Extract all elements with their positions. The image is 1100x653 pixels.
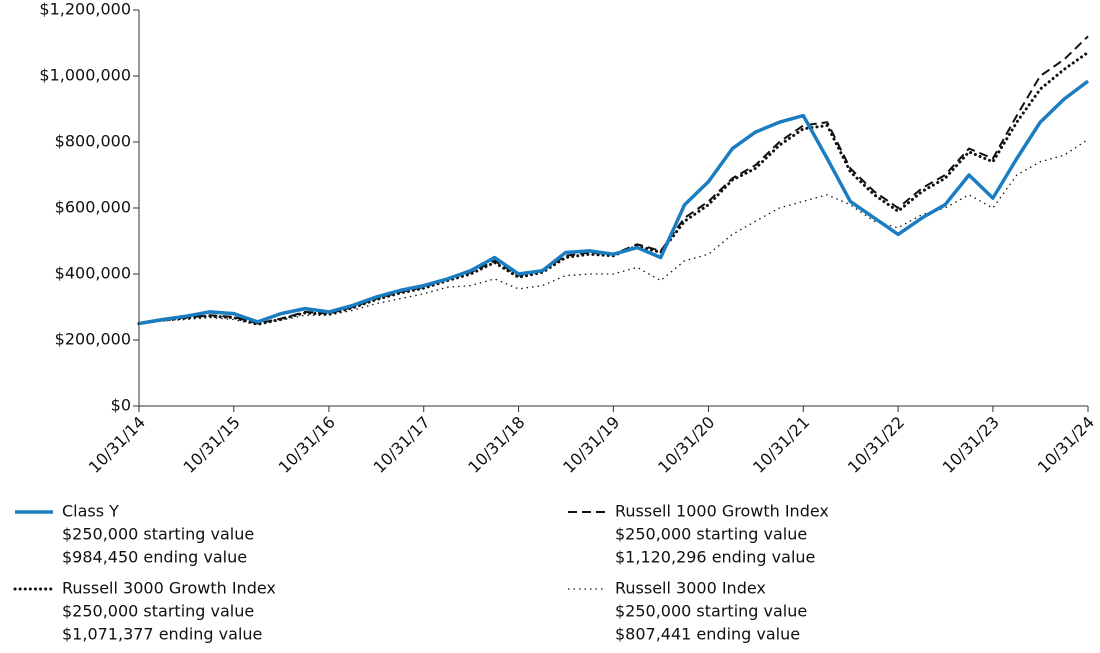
- legend-note: $807,441 ending value: [615, 625, 800, 644]
- y-tick-label: $0: [111, 396, 131, 415]
- legend-label: Class Y: [62, 502, 119, 521]
- x-tick-label: 10/31/19: [559, 413, 623, 477]
- series-line: [138, 35, 1089, 325]
- x-tick-label: 10/31/15: [180, 413, 244, 477]
- legend-note: $984,450 ending value: [62, 548, 247, 567]
- series-line: [138, 138, 1089, 326]
- x-tick-label: 10/31/16: [275, 413, 339, 477]
- legend-note: $1,120,296 ending value: [615, 548, 815, 567]
- x-tick-label: 10/31/18: [464, 413, 528, 477]
- legend-note: $250,000 starting value: [615, 525, 807, 544]
- legend-label: Russell 3000 Index: [615, 579, 766, 598]
- y-tick-label: $600,000: [55, 198, 131, 217]
- y-tick-label: $400,000: [55, 264, 131, 283]
- x-tick-label: 10/31/24: [1034, 413, 1098, 477]
- x-tick-label: 10/31/21: [749, 413, 813, 477]
- legend-note: $1,071,377 ending value: [62, 625, 262, 644]
- x-tick-label: 10/31/20: [654, 413, 718, 477]
- x-tick-label: 10/31/17: [369, 413, 433, 477]
- legend-note: $250,000 starting value: [62, 602, 254, 621]
- series-line: [138, 79, 1090, 326]
- y-tick-label: $200,000: [55, 330, 131, 349]
- x-tick-label: 10/31/22: [844, 413, 908, 477]
- series-line: [137, 50, 1090, 326]
- legend-note: $250,000 starting value: [62, 525, 254, 544]
- y-tick-label: $1,000,000: [39, 66, 131, 85]
- x-tick-label: 10/31/23: [939, 413, 1003, 477]
- y-tick-label: $800,000: [55, 132, 131, 151]
- legend-label: Russell 1000 Growth Index: [615, 502, 829, 521]
- legend-label: Russell 3000 Growth Index: [62, 579, 276, 598]
- legend-note: $250,000 starting value: [615, 602, 807, 621]
- y-tick-label: $1,200,000: [39, 0, 131, 19]
- x-tick-label: 10/31/14: [85, 413, 149, 477]
